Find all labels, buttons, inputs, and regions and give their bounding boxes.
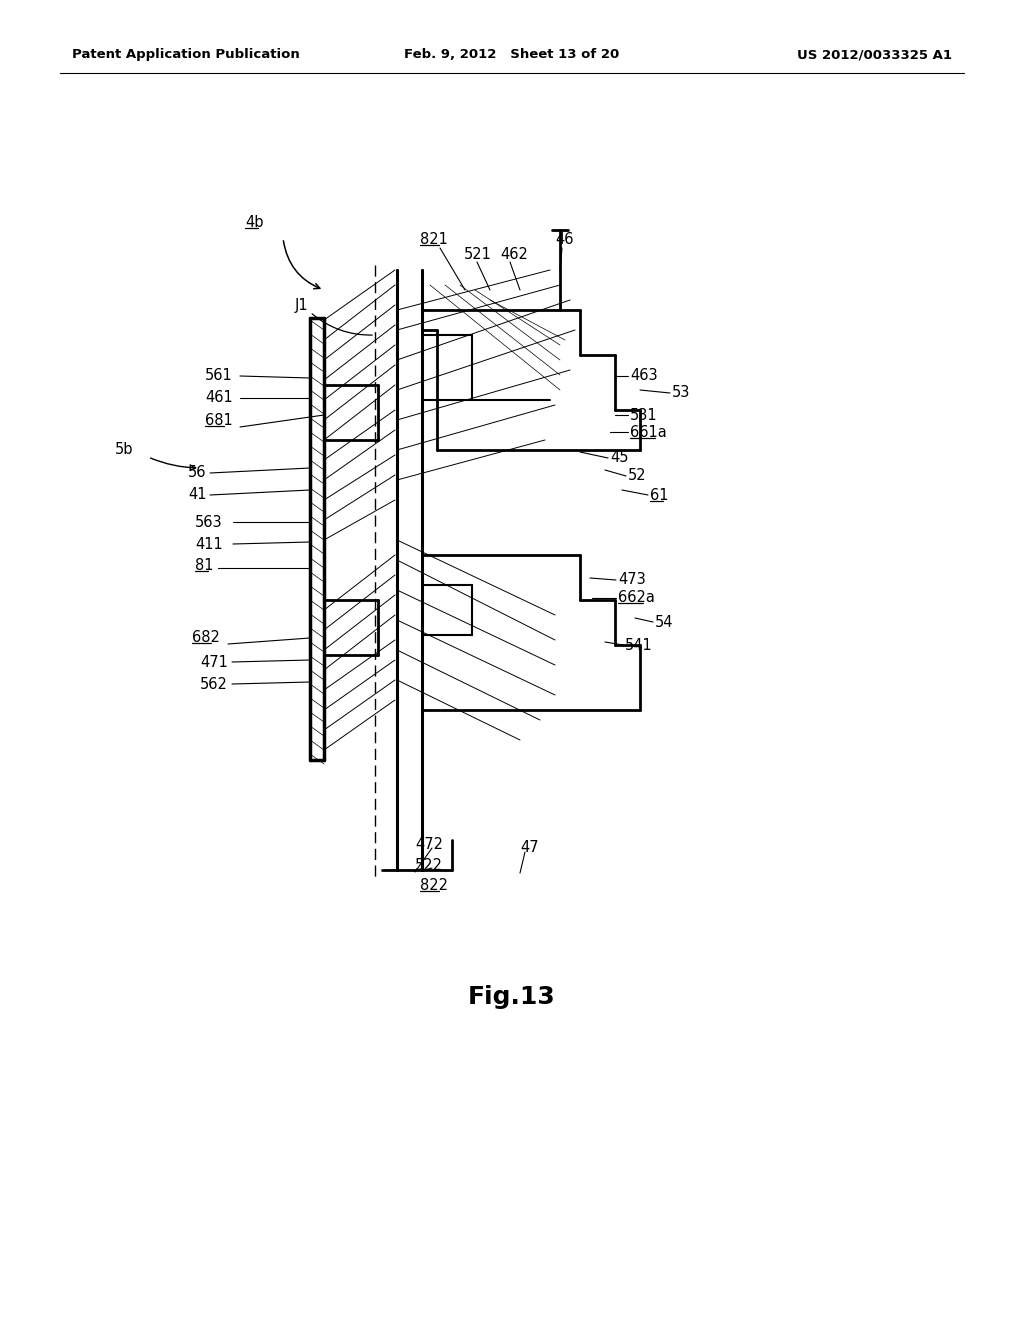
Text: 54: 54 <box>655 615 674 630</box>
Text: 521: 521 <box>464 247 492 261</box>
Text: 563: 563 <box>195 515 222 531</box>
Text: Fig.13: Fig.13 <box>468 985 556 1008</box>
Text: 822: 822 <box>420 878 449 894</box>
Text: 47: 47 <box>520 840 539 855</box>
Text: 81: 81 <box>195 558 213 573</box>
Text: 471: 471 <box>200 655 228 671</box>
Text: Feb. 9, 2012   Sheet 13 of 20: Feb. 9, 2012 Sheet 13 of 20 <box>404 48 620 61</box>
Text: 541: 541 <box>625 638 652 653</box>
Text: 561: 561 <box>205 368 232 383</box>
Text: 5b: 5b <box>115 442 133 457</box>
Text: 61: 61 <box>650 488 669 503</box>
Text: 53: 53 <box>672 385 690 400</box>
Text: 411: 411 <box>195 537 223 552</box>
Text: 662a: 662a <box>618 590 655 605</box>
Text: 41: 41 <box>188 487 207 502</box>
Text: 45: 45 <box>610 450 629 465</box>
Text: J1: J1 <box>295 298 308 313</box>
Text: 463: 463 <box>630 368 657 383</box>
Text: 681: 681 <box>205 413 232 428</box>
Text: 52: 52 <box>628 469 646 483</box>
Text: 821: 821 <box>420 232 447 247</box>
Text: 661a: 661a <box>630 425 667 440</box>
Text: 4b: 4b <box>245 215 263 230</box>
Text: 56: 56 <box>188 465 207 480</box>
Text: 682: 682 <box>193 630 220 645</box>
Text: Patent Application Publication: Patent Application Publication <box>72 48 300 61</box>
Text: 461: 461 <box>205 389 232 405</box>
Text: 46: 46 <box>555 232 573 247</box>
Text: 531: 531 <box>630 408 657 422</box>
Text: 473: 473 <box>618 572 646 587</box>
Text: US 2012/0033325 A1: US 2012/0033325 A1 <box>797 48 952 61</box>
Text: 562: 562 <box>200 677 228 692</box>
Text: 522: 522 <box>415 858 443 873</box>
Text: 462: 462 <box>500 247 528 261</box>
Text: 472: 472 <box>415 837 443 851</box>
